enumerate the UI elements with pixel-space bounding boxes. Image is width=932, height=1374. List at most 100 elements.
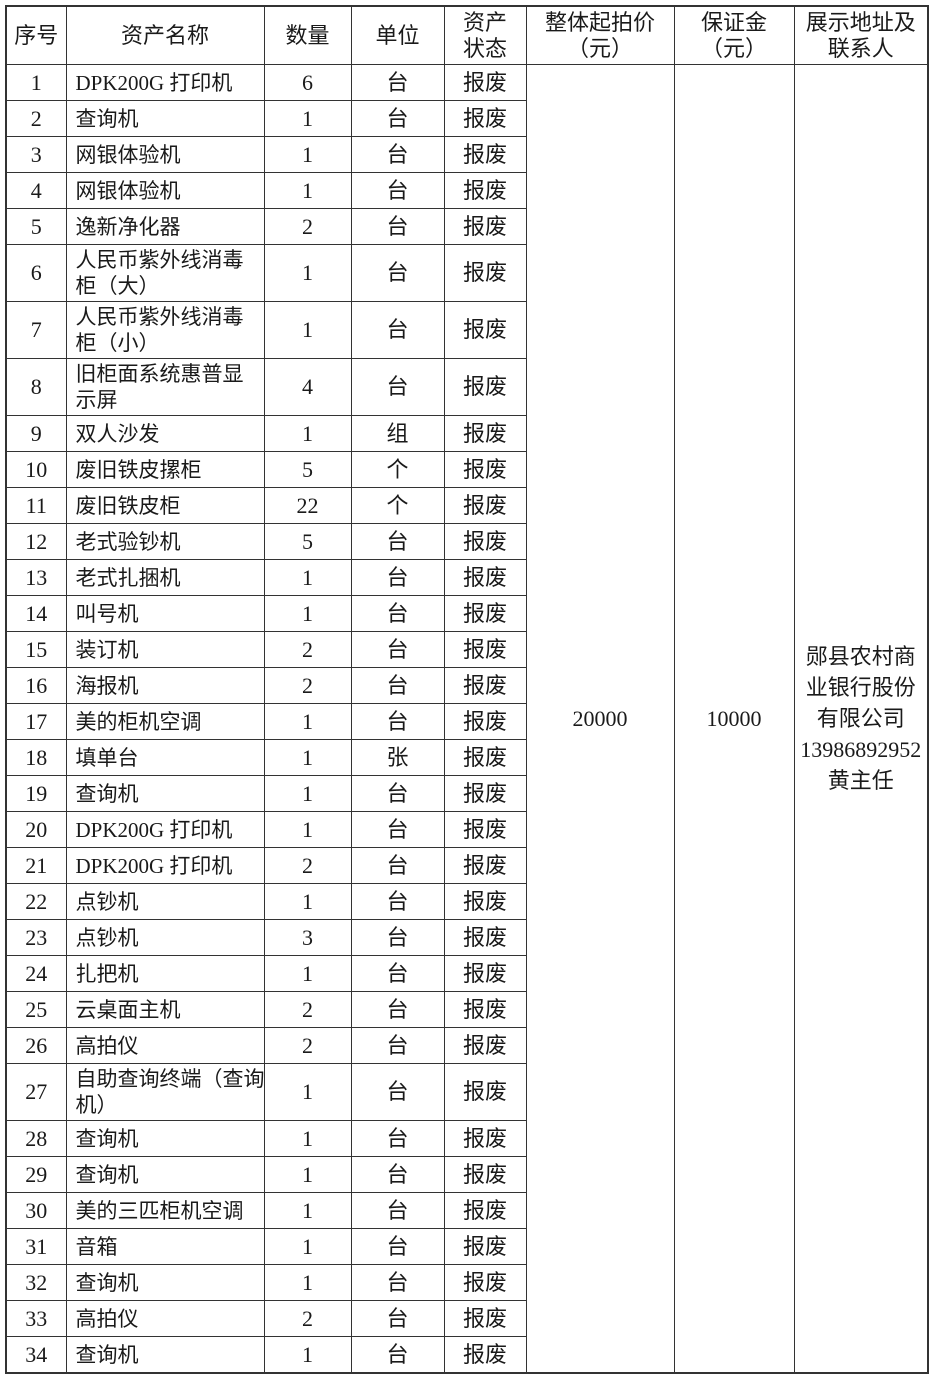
cell-index: 12: [5, 523, 67, 560]
table-row: 29 查询机 1 台报废: [5, 1156, 928, 1193]
cell-name: 查询机: [65, 1336, 265, 1374]
cell-name: 点钞机: [65, 919, 265, 956]
table-row: 27 自助查询终端（查询 机） 1 台报废: [5, 1063, 928, 1121]
cell-index: 18: [5, 739, 67, 776]
cell-qty: 1: [263, 244, 352, 302]
cell-name: 网银体验机: [65, 136, 265, 173]
cell-index: 17: [5, 703, 67, 740]
cell-status: 报废: [443, 847, 527, 884]
table-row: 24 扎把机 1 台报废: [5, 955, 928, 992]
cell-index: 26: [5, 1027, 67, 1064]
cell-name: DPK200G 打印机: [65, 811, 265, 848]
cell-index: 25: [5, 991, 67, 1028]
cell-index: 2: [5, 100, 67, 137]
cell-name: 人民币紫外线消毒 柜（小）: [65, 301, 265, 359]
merged-contact-cell: 郧县农村商 业银行股份 有限公司 13986892952 黄主任: [793, 64, 929, 1374]
table-row: 25 云桌面主机 2 台报废: [5, 991, 928, 1028]
cell-unit: 台: [350, 1063, 445, 1121]
cell-index: 16: [5, 667, 67, 704]
col-header-unit: 单位: [350, 5, 445, 65]
table-row: 33 高拍仪 2 台报废: [5, 1300, 928, 1337]
cell-qty: 1: [263, 100, 352, 137]
cell-index: 29: [5, 1156, 67, 1193]
cell-index: 13: [5, 559, 67, 596]
cell-unit: 台: [350, 1120, 445, 1157]
cell-unit: 台: [350, 136, 445, 173]
table-row: 6 人民币紫外线消毒 柜（大） 1 台报废: [5, 244, 928, 302]
cell-unit: 台: [350, 1156, 445, 1193]
cell-unit: 台: [350, 631, 445, 668]
table-row: 23 点钞机 3 台报废: [5, 919, 928, 956]
cell-name: 美的三匹柜机空调: [65, 1192, 265, 1229]
cell-name: 查询机: [65, 775, 265, 812]
cell-qty: 1: [263, 883, 352, 920]
cell-unit: 台: [350, 847, 445, 884]
cell-name: 网银体验机: [65, 172, 265, 209]
cell-name: 查询机: [65, 1156, 265, 1193]
cell-qty: 1: [263, 172, 352, 209]
cell-index: 27: [5, 1063, 67, 1121]
cell-index: 24: [5, 955, 67, 992]
col-header-status: 资产 状态: [443, 5, 527, 65]
cell-qty: 1: [263, 415, 352, 452]
cell-status: 报废: [443, 100, 527, 137]
cell-status: 报废: [443, 172, 527, 209]
cell-qty: 22: [263, 487, 352, 524]
cell-name: 废旧铁皮摞柜: [65, 451, 265, 488]
cell-index: 31: [5, 1228, 67, 1265]
cell-name: 查询机: [65, 1264, 265, 1301]
cell-status: 报废: [443, 1336, 527, 1374]
cell-index: 11: [5, 487, 67, 524]
cell-unit: 台: [350, 523, 445, 560]
cell-status: 报废: [443, 991, 527, 1028]
cell-qty: 1: [263, 703, 352, 740]
cell-qty: 5: [263, 451, 352, 488]
cell-name: 填单台: [65, 739, 265, 776]
cell-index: 19: [5, 775, 67, 812]
cell-status: 报废: [443, 1063, 527, 1121]
cell-name: 查询机: [65, 100, 265, 137]
cell-unit: 台: [350, 1264, 445, 1301]
cell-unit: 台: [350, 955, 445, 992]
cell-status: 报废: [443, 415, 527, 452]
cell-qty: 1: [263, 595, 352, 632]
cell-qty: 1: [263, 775, 352, 812]
cell-name: 旧柜面系统惠普显 示屏: [65, 358, 265, 416]
cell-unit: 台: [350, 667, 445, 704]
col-header-deposit: 保证金 （元）: [673, 5, 795, 65]
cell-status: 报废: [443, 64, 527, 101]
cell-index: 8: [5, 358, 67, 416]
cell-index: 23: [5, 919, 67, 956]
cell-qty: 6: [263, 64, 352, 101]
cell-index: 14: [5, 595, 67, 632]
cell-name: 查询机: [65, 1120, 265, 1157]
cell-qty: 1: [263, 811, 352, 848]
cell-index: 5: [5, 208, 67, 245]
cell-unit: 台: [350, 595, 445, 632]
cell-qty: 4: [263, 358, 352, 416]
table-row: 19 查询机 1 台报废: [5, 775, 928, 812]
cell-name: 废旧铁皮柜: [65, 487, 265, 524]
table-row: 5 逸新净化器 2 台报废: [5, 208, 928, 245]
cell-status: 报废: [443, 775, 527, 812]
cell-name: 云桌面主机: [65, 991, 265, 1028]
col-header-qty: 数量: [263, 5, 352, 65]
cell-qty: 1: [263, 1264, 352, 1301]
cell-index: 30: [5, 1192, 67, 1229]
cell-unit: 台: [350, 208, 445, 245]
merged-deposit-cell: 10000: [673, 64, 795, 1374]
cell-unit: 个: [350, 487, 445, 524]
cell-unit: 台: [350, 919, 445, 956]
cell-status: 报废: [443, 1027, 527, 1064]
cell-status: 报废: [443, 487, 527, 524]
table-row: 18 填单台 1 张报废: [5, 739, 928, 776]
cell-unit: 台: [350, 883, 445, 920]
cell-status: 报废: [443, 136, 527, 173]
cell-name: 高拍仪: [65, 1300, 265, 1337]
cell-status: 报废: [443, 919, 527, 956]
cell-qty: 2: [263, 631, 352, 668]
cell-name: 美的柜机空调: [65, 703, 265, 740]
table-row: 12 老式验钞机 5 台报废: [5, 523, 928, 560]
table-row: 30 美的三匹柜机空调 1 台报废: [5, 1192, 928, 1229]
